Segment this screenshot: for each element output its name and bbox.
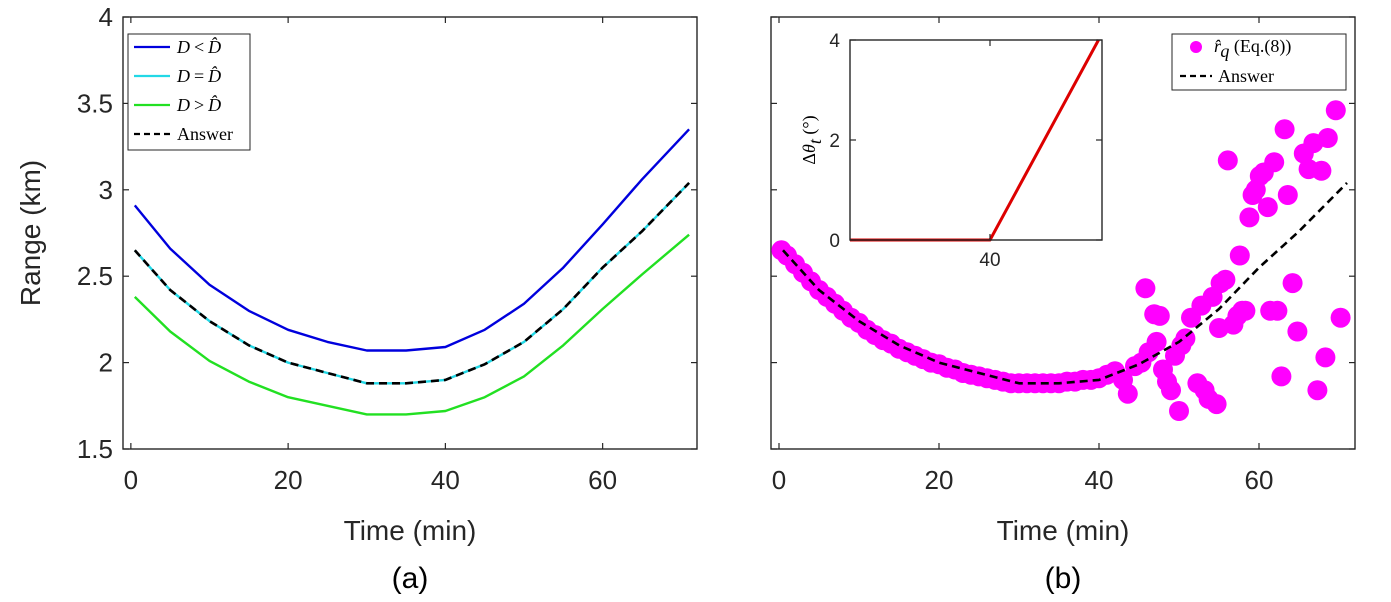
legend-entry-rq: r̂q (Eq.(8)) bbox=[1214, 36, 1291, 61]
a-series-d-d--line bbox=[133, 182, 690, 385]
b-point-95 bbox=[1317, 128, 1338, 148]
b-xtick-label-0: 0 bbox=[772, 465, 786, 495]
a-xtick-label-2: 40 bbox=[431, 465, 460, 495]
b-point-58 bbox=[1175, 328, 1196, 349]
b-point-56 bbox=[1169, 401, 1189, 421]
b-point-69 bbox=[1217, 150, 1238, 171]
panel-a-axes-box bbox=[122, 16, 698, 450]
b-xtick-label-2: 40 bbox=[1085, 465, 1114, 495]
panel-b-legend: r̂q (Eq.(8)) Answer bbox=[1171, 33, 1347, 91]
b-point-50 bbox=[1146, 331, 1167, 352]
b-point-96 bbox=[1325, 100, 1346, 121]
panel-b-caption: (b) bbox=[1045, 562, 1082, 595]
inset-ytick-label-1: 2 bbox=[829, 131, 840, 152]
a-series-answer-line bbox=[133, 181, 691, 385]
legend-entry-d-equal: D = D̂ bbox=[176, 66, 221, 86]
a-ytick-label-0: 1.5 bbox=[77, 434, 113, 464]
b-point-88 bbox=[1287, 321, 1308, 342]
inset-plot: 40 0 2 4 Δθt (°) bbox=[799, 31, 1103, 271]
panel-b-xlabel: Time (min) bbox=[997, 515, 1130, 546]
b-point-92 bbox=[1307, 380, 1328, 401]
b-point-82 bbox=[1264, 152, 1285, 173]
panel-b-axes-box bbox=[770, 16, 1356, 450]
a-ytick-label-3: 3 bbox=[99, 175, 113, 205]
legend-swatch-rq bbox=[1190, 41, 1202, 53]
b-point-93 bbox=[1311, 160, 1332, 181]
b-point-97 bbox=[1330, 307, 1351, 328]
inset-ytick-label-0: 0 bbox=[829, 231, 840, 252]
b-point-80 bbox=[1257, 197, 1278, 218]
b-point-44 bbox=[1117, 383, 1138, 404]
inset-xtick-label-0: 40 bbox=[979, 250, 1000, 271]
b-point-84 bbox=[1271, 366, 1292, 387]
a-ytick-label-1: 2 bbox=[99, 348, 113, 378]
b-point-47 bbox=[1135, 278, 1156, 299]
inset-ylabel: Δθt (°) bbox=[799, 115, 825, 164]
a-xtick-label-3: 60 bbox=[588, 465, 617, 495]
b-point-72 bbox=[1229, 245, 1250, 266]
panel-a-caption: (a) bbox=[392, 562, 429, 595]
a-ytick-label-5: 4 bbox=[99, 2, 113, 32]
b-point-54 bbox=[1161, 380, 1181, 401]
panel-a-ylabel: Range (km) bbox=[15, 160, 46, 306]
legend-entry-d-greater: D > D̂ bbox=[176, 95, 221, 115]
b-point-85 bbox=[1274, 119, 1295, 140]
a-series-d-d--line bbox=[133, 128, 690, 352]
b-point-51 bbox=[1149, 305, 1170, 326]
b-point-74 bbox=[1235, 300, 1256, 321]
panel-a-legend: D < D̂ D = D̂ D > D̂ Answer bbox=[127, 33, 251, 151]
b-point-87 bbox=[1282, 273, 1303, 294]
b-point-68 bbox=[1215, 269, 1236, 290]
legend-entry-answer-b: Answer bbox=[1218, 66, 1274, 86]
b-point-65 bbox=[1206, 394, 1227, 415]
b-xtick-label-3: 60 bbox=[1245, 465, 1274, 495]
a-xtick-label-1: 20 bbox=[274, 465, 303, 495]
b-point-75 bbox=[1239, 207, 1260, 228]
legend-entry-d-less: D < D̂ bbox=[176, 37, 221, 57]
panel-a-xlabel: Time (min) bbox=[344, 515, 477, 546]
b-point-83 bbox=[1267, 300, 1288, 321]
legend-entry-answer: Answer bbox=[177, 124, 233, 144]
b-point-86 bbox=[1277, 185, 1298, 205]
a-series-d-d--line bbox=[133, 233, 690, 416]
a-xtick-label-0: 0 bbox=[124, 465, 138, 495]
inset-ytick-label-2: 4 bbox=[829, 31, 840, 52]
b-series-answer-line bbox=[782, 181, 1348, 385]
a-ytick-label-2: 2.5 bbox=[77, 261, 113, 291]
a-ytick-label-4: 3.5 bbox=[77, 88, 113, 118]
b-xtick-label-1: 20 bbox=[925, 465, 954, 495]
panel-a: 0 20 40 60 1.5 2 2.5 3 3.5 4 Time (min) Range (k… bbox=[15, 2, 698, 595]
panel-b: 0 20 40 60 Time (min) (b) r̂q (Eq.(8)) Answ… bbox=[770, 16, 1356, 595]
b-point-94 bbox=[1315, 347, 1336, 368]
